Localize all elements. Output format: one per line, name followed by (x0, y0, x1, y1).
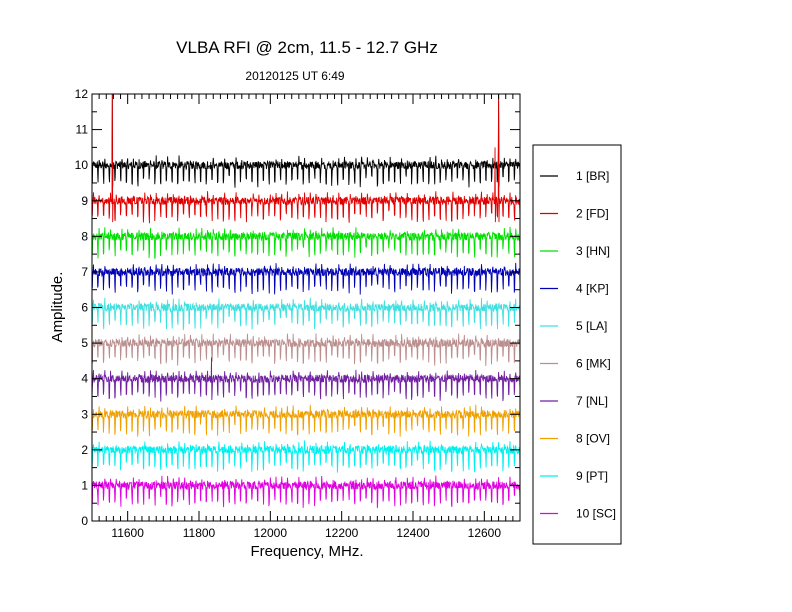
x-axis-label: Frequency, MHz. (250, 543, 363, 560)
y-tick-label: 12 (75, 87, 89, 101)
legend-label-1: 1 [BR] (576, 169, 609, 183)
y-tick-label: 4 (81, 372, 88, 386)
legend-label-9: 9 [PT] (576, 469, 608, 483)
y-tick-label: 3 (81, 407, 88, 421)
series-line-2 (91, 93, 521, 224)
series-line-4 (91, 262, 521, 295)
chart-subtitle: 20120125 UT 6:49 (245, 69, 345, 83)
y-tick-label: 5 (81, 336, 88, 350)
x-tick-label: 12000 (254, 526, 288, 540)
x-tick-label: 11600 (111, 526, 144, 540)
y-tick-label: 6 (81, 301, 88, 315)
legend-label-5: 5 [LA] (576, 319, 607, 333)
legend-label-8: 8 [OV] (576, 432, 610, 446)
y-tick-label: 7 (81, 265, 88, 279)
series-line-1 (91, 93, 521, 188)
x-tick-label: 12600 (468, 526, 502, 540)
legend-label-4: 4 [KP] (576, 282, 609, 296)
x-tick-label: 12400 (396, 526, 430, 540)
series-line-3 (91, 226, 521, 260)
series-line-8 (91, 404, 521, 437)
legend-label-10: 10 [SC] (576, 507, 616, 521)
y-tick-label: 11 (76, 123, 89, 137)
legend-label-6: 6 [MK] (576, 357, 611, 371)
x-tick-label: 11800 (183, 526, 216, 540)
y-tick-label: 9 (81, 194, 88, 208)
y-tick-label: 8 (81, 229, 88, 243)
legend-label-3: 3 [HN] (576, 244, 610, 258)
series-line-6 (91, 333, 521, 367)
legend-box (532, 144, 622, 545)
series-line-10 (91, 475, 521, 509)
x-tick-label: 12200 (325, 526, 359, 540)
series-line-9 (91, 440, 521, 473)
chart-title: VLBA RFI @ 2cm, 11.5 - 12.7 GHz (176, 38, 438, 57)
series-line-5 (91, 297, 521, 331)
legend-label-7: 7 [NL] (576, 394, 608, 408)
y-axis-label: Amplitude. (49, 272, 66, 343)
legend: 1 [BR] 2 [FD] 3 [HN] 4 [KP] 5 [LA] 6 [MK] 7 [N… (532, 144, 622, 545)
series-line-7 (91, 357, 521, 402)
y-tick-label: 10 (75, 158, 89, 172)
y-tick-label: 1 (81, 478, 88, 492)
y-tick-label: 2 (81, 443, 88, 457)
legend-label-2: 2 [FD] (576, 207, 609, 221)
series-layer (91, 93, 521, 509)
y-tick-label: 0 (81, 514, 88, 528)
